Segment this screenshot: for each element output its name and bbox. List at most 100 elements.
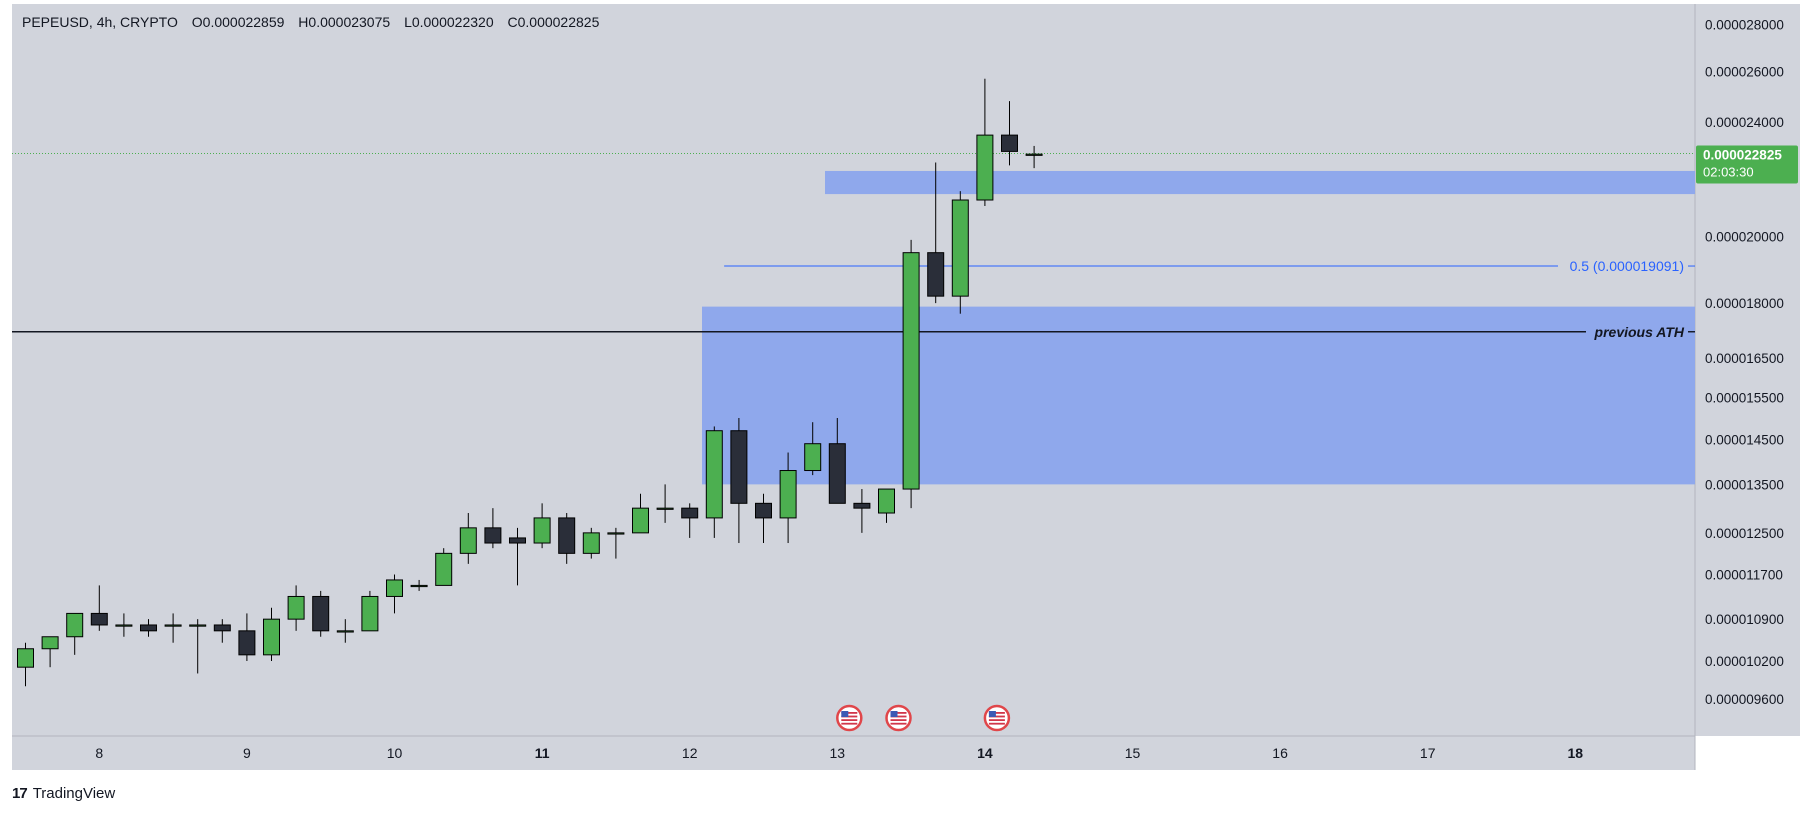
fib-level-label: 0.5 (0.000019091) (1570, 258, 1684, 274)
time-tick-label: 9 (243, 745, 251, 761)
candle-body-up (410, 584, 428, 588)
candle-body-down (1001, 134, 1018, 152)
time-tick-label: 18 (1568, 745, 1584, 761)
time-axis[interactable]: 8 9 10 11 12 13 14 15 16 17 18 (95, 745, 1583, 761)
candle[interactable] (90, 585, 108, 631)
candle[interactable] (681, 503, 699, 538)
candle[interactable] (558, 513, 576, 564)
price-tick-label: 0.000026000 (1705, 64, 1784, 79)
candle[interactable] (140, 619, 157, 637)
candle-body-up (287, 595, 305, 620)
candle[interactable] (238, 613, 256, 661)
candle[interactable] (902, 239, 920, 509)
zones-layer (702, 170, 1695, 485)
candle[interactable] (361, 590, 379, 632)
candle[interactable] (386, 574, 403, 614)
candle-body-up (976, 134, 994, 201)
candle[interactable] (509, 527, 526, 586)
event-marker-ring (983, 704, 1011, 732)
event-marker-ring (836, 704, 863, 732)
time-tick-label: 17 (1420, 745, 1436, 761)
candle[interactable] (115, 613, 133, 637)
price-axis[interactable]: 0.000028000 0.000026000 0.000024000 0.00002… (1705, 18, 1784, 707)
legend-open: O0.000022859 (192, 14, 285, 30)
time-tick-label: 11 (535, 745, 550, 761)
candle[interactable] (17, 642, 34, 687)
candle[interactable] (164, 613, 182, 643)
flag-canton (841, 711, 849, 717)
flag-stripe (841, 712, 858, 714)
flag-stripe (841, 719, 858, 721)
flag-stripe (841, 715, 858, 718)
candle[interactable] (730, 417, 748, 544)
candle-body-down (140, 624, 157, 632)
candle-body-down (730, 430, 748, 504)
candle[interactable] (66, 612, 84, 655)
candle[interactable] (878, 488, 895, 523)
candle-body-up (902, 252, 920, 490)
candle[interactable] (632, 493, 649, 534)
candle[interactable] (1001, 101, 1018, 166)
last-price-value: 0.000022825 (1703, 147, 1782, 162)
candle[interactable] (263, 607, 280, 661)
candle[interactable] (804, 422, 822, 476)
candle-body-up (115, 624, 133, 627)
candle[interactable] (828, 417, 846, 504)
candle[interactable] (607, 527, 625, 559)
time-tick-label: 8 (95, 745, 103, 761)
us-flag-icon[interactable] (836, 704, 863, 732)
candlestick-chart[interactable]: 0.5 (0.000019091) previous ATH 0.00002800… (0, 0, 1814, 780)
candle[interactable] (1025, 145, 1043, 169)
time-tick-label: 15 (1125, 745, 1141, 761)
demand-zone-2[interactable] (702, 306, 1695, 485)
candle[interactable] (312, 590, 330, 637)
flag-stripe (988, 712, 1005, 714)
us-flag-icon[interactable] (983, 704, 1011, 732)
price-tick-label: 0.000012500 (1705, 526, 1784, 541)
footer: 17 TradingView (12, 782, 115, 804)
candle[interactable] (705, 426, 723, 538)
candle-body-up (41, 636, 59, 650)
candle[interactable] (582, 527, 600, 559)
candle[interactable] (779, 452, 797, 544)
candle[interactable] (41, 636, 59, 668)
price-tick-label: 0.000020000 (1705, 230, 1784, 245)
candle[interactable] (410, 579, 428, 591)
time-tick-label: 10 (387, 745, 403, 761)
us-flag-icon[interactable] (885, 704, 912, 732)
price-tick-label: 0.000009600 (1705, 692, 1784, 707)
time-tick-label: 14 (977, 745, 993, 761)
demand-zone-1[interactable] (825, 170, 1695, 195)
candle-body-down (853, 502, 871, 509)
candle[interactable] (976, 78, 994, 206)
flag-stripe (841, 722, 858, 725)
candle[interactable] (459, 513, 477, 564)
candle[interactable] (656, 484, 674, 523)
tradingview-logo-icon[interactable]: 17 (12, 784, 28, 802)
candle[interactable] (951, 191, 969, 314)
candle[interactable] (853, 489, 871, 533)
candle[interactable] (189, 619, 207, 674)
candle[interactable] (213, 619, 231, 643)
candle-body-up (435, 552, 453, 586)
candle-body-down (238, 630, 256, 656)
candle[interactable] (927, 162, 945, 304)
candle[interactable] (484, 508, 502, 549)
legend-close: C0.000022825 (508, 14, 600, 30)
price-tick-label: 0.000010200 (1705, 654, 1784, 669)
candle-body-down (927, 252, 945, 297)
price-tick-label: 0.000018000 (1705, 296, 1784, 311)
candle[interactable] (336, 619, 354, 643)
candle-body-down (213, 624, 231, 632)
price-tick-label: 0.000015500 (1705, 390, 1784, 405)
candle[interactable] (755, 493, 772, 544)
candle[interactable] (533, 503, 551, 549)
brand-name[interactable]: TradingView (32, 784, 116, 802)
flag-stripe (988, 715, 1005, 718)
candle-body-up (779, 470, 797, 519)
candle-body-up (17, 648, 34, 668)
candle[interactable] (287, 585, 305, 631)
candle[interactable] (435, 548, 453, 586)
candle-body-down (484, 527, 502, 544)
